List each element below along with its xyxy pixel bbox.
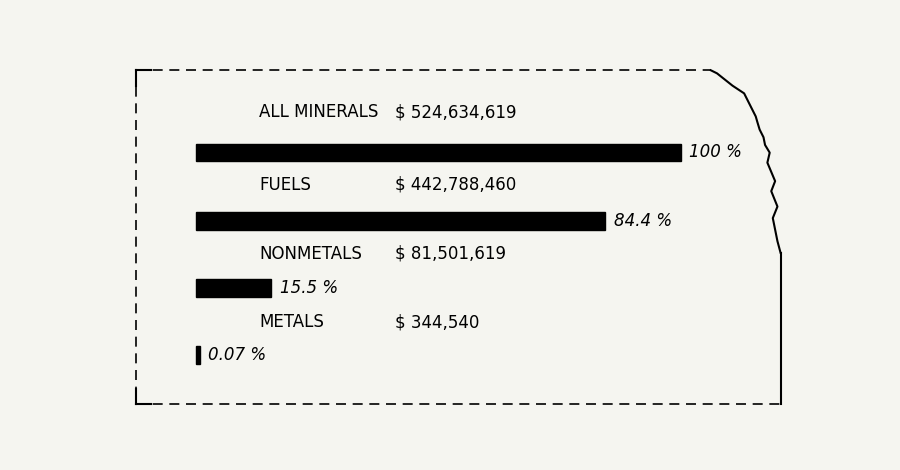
Bar — [196, 279, 271, 297]
Text: 15.5 %: 15.5 % — [280, 279, 338, 297]
Bar — [196, 212, 606, 230]
Text: FUELS: FUELS — [259, 176, 310, 194]
Text: ALL MINERALS: ALL MINERALS — [259, 103, 378, 121]
Bar — [196, 346, 200, 364]
Text: NONMETALS: NONMETALS — [259, 245, 362, 263]
Text: $ 344,540: $ 344,540 — [395, 313, 480, 331]
Text: 0.07 %: 0.07 % — [208, 346, 266, 364]
Text: $ 524,634,619: $ 524,634,619 — [395, 103, 517, 121]
Text: 100 %: 100 % — [689, 143, 742, 161]
Text: $ 81,501,619: $ 81,501,619 — [395, 245, 506, 263]
Text: $ 442,788,460: $ 442,788,460 — [395, 176, 517, 194]
Text: 84.4 %: 84.4 % — [614, 212, 671, 230]
Bar — [196, 144, 681, 161]
Text: METALS: METALS — [259, 313, 324, 331]
